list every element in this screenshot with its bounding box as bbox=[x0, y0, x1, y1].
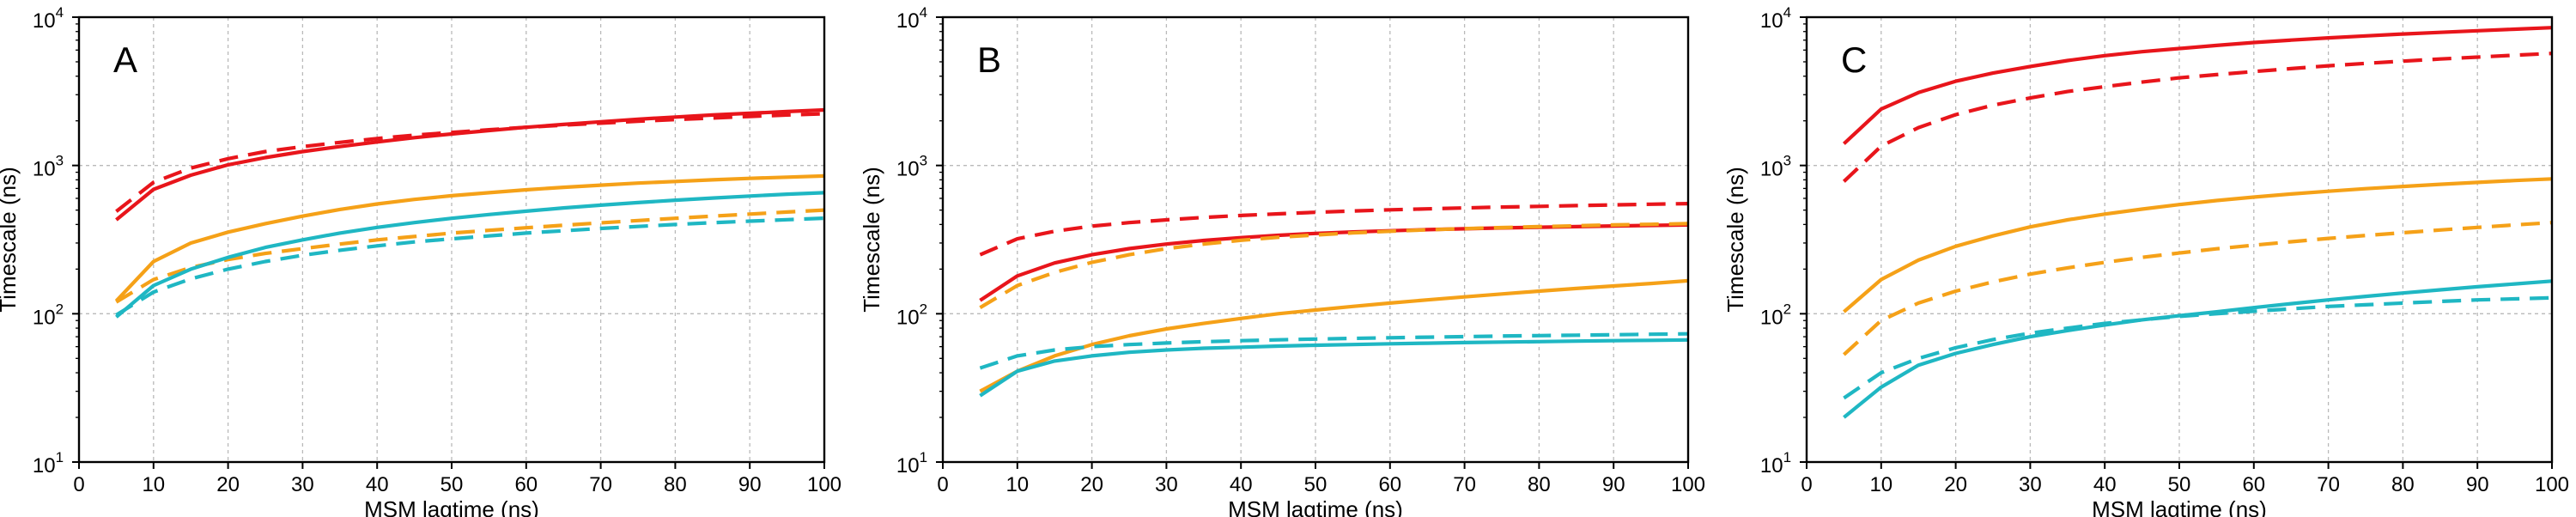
panel-label: B bbox=[977, 40, 1001, 80]
x-tick-label: 90 bbox=[2466, 473, 2489, 496]
axes-frame bbox=[941, 15, 1690, 464]
x-tick-label: 30 bbox=[2019, 473, 2042, 496]
series-orange-solid bbox=[114, 173, 825, 302]
x-axis-label: MSM lagtime (ns) bbox=[2092, 496, 2267, 517]
x-tick-label: 0 bbox=[1801, 473, 1812, 496]
series-orange-solid bbox=[979, 278, 1689, 393]
x-tick-label: 100 bbox=[2535, 473, 2569, 496]
series-red-solid bbox=[1842, 26, 2553, 145]
x-axis-label: MSM lagtime (ns) bbox=[364, 496, 539, 517]
panel-label: C bbox=[1841, 40, 1867, 80]
x-tick-label: 30 bbox=[1155, 473, 1178, 496]
series-red-solid bbox=[115, 107, 825, 222]
panel-c: 0 10 20 30 40 50 60 70 80 90 100 101 102 103 104 C MSM l… bbox=[1722, 4, 2569, 517]
y-tick-label: 101 bbox=[1760, 449, 1791, 477]
x-tick-label: 50 bbox=[1304, 473, 1327, 496]
y-tick-label: 103 bbox=[1760, 153, 1791, 181]
x-tick-label: 30 bbox=[291, 473, 314, 496]
series-cyan-dashed bbox=[979, 331, 1689, 370]
y-tick-label: 104 bbox=[896, 4, 927, 33]
panel-b: 0 10 20 30 40 50 60 70 80 90 100 101 102 103 104 B MSM l… bbox=[859, 4, 1705, 517]
series-orange-solid bbox=[1843, 177, 2553, 313]
y-tick-label: 103 bbox=[896, 153, 927, 181]
y-tick-label: 102 bbox=[896, 301, 927, 329]
y-tick-label: 101 bbox=[33, 449, 64, 477]
x-tick-label: 10 bbox=[142, 473, 165, 496]
x-tick-label: 100 bbox=[807, 473, 841, 496]
x-axis-label: MSM lagtime (ns) bbox=[1228, 496, 1403, 517]
x-tick-label: 10 bbox=[1005, 473, 1029, 496]
x-tick-label: 80 bbox=[1528, 473, 1551, 496]
x-tick-label: 90 bbox=[1602, 473, 1625, 496]
series-cyan-dashed bbox=[1843, 295, 2553, 400]
x-tick-label: 0 bbox=[937, 473, 948, 496]
x-tick-label: 0 bbox=[73, 473, 84, 496]
x-tick-label: 60 bbox=[2242, 473, 2265, 496]
x-tick-label: 70 bbox=[1453, 473, 1476, 496]
y-tick-label: 103 bbox=[33, 153, 64, 181]
x-tick-label: 70 bbox=[2317, 473, 2340, 496]
x-tick-label: 90 bbox=[738, 473, 762, 496]
series-red-dashed bbox=[979, 202, 1689, 257]
series-orange-dashed bbox=[115, 208, 825, 304]
x-tick-label: 20 bbox=[216, 473, 240, 496]
series-cyan-solid bbox=[115, 191, 825, 319]
x-tick-label: 10 bbox=[1869, 473, 1893, 496]
axes-frame bbox=[77, 15, 826, 464]
x-tick-label: 50 bbox=[2168, 473, 2191, 496]
y-axis-label: Timescale (ns) bbox=[0, 167, 21, 313]
x-tick-label: 60 bbox=[514, 473, 538, 496]
x-tick-label: 20 bbox=[1080, 473, 1103, 496]
x-tick-label: 40 bbox=[366, 473, 389, 496]
y-tick-label: 102 bbox=[1760, 301, 1791, 329]
x-tick-label: 40 bbox=[1230, 473, 1253, 496]
y-tick-label: 102 bbox=[33, 301, 64, 329]
series-red-dashed bbox=[115, 112, 825, 213]
x-tick-label: 50 bbox=[440, 473, 464, 496]
series-cyan-solid bbox=[979, 338, 1689, 398]
x-tick-label: 20 bbox=[1944, 473, 1967, 496]
x-tick-label: 80 bbox=[664, 473, 687, 496]
series-cyan-dashed bbox=[115, 216, 825, 317]
x-tick-label: 70 bbox=[589, 473, 612, 496]
x-tick-label: 40 bbox=[2093, 473, 2117, 496]
axes-frame bbox=[1805, 15, 2554, 464]
y-axis-label: Timescale (ns) bbox=[1722, 167, 1748, 313]
y-axis-label: Timescale (ns) bbox=[859, 167, 884, 313]
y-tick-label: 101 bbox=[896, 449, 927, 477]
series-orange-dashed bbox=[979, 222, 1689, 310]
panel-a: 0 10 20 30 40 50 60 70 80 90 100 101 102 103 104 A MSM l… bbox=[0, 4, 841, 517]
panel-label: A bbox=[113, 40, 137, 80]
y-tick-label: 104 bbox=[1760, 4, 1791, 33]
x-tick-label: 60 bbox=[1378, 473, 1401, 496]
x-tick-label: 100 bbox=[1671, 473, 1705, 496]
series-orange-dashed bbox=[1842, 221, 2553, 356]
x-tick-label: 80 bbox=[2391, 473, 2415, 496]
series-red-dashed bbox=[1842, 52, 2553, 183]
y-tick-label: 104 bbox=[33, 4, 64, 33]
